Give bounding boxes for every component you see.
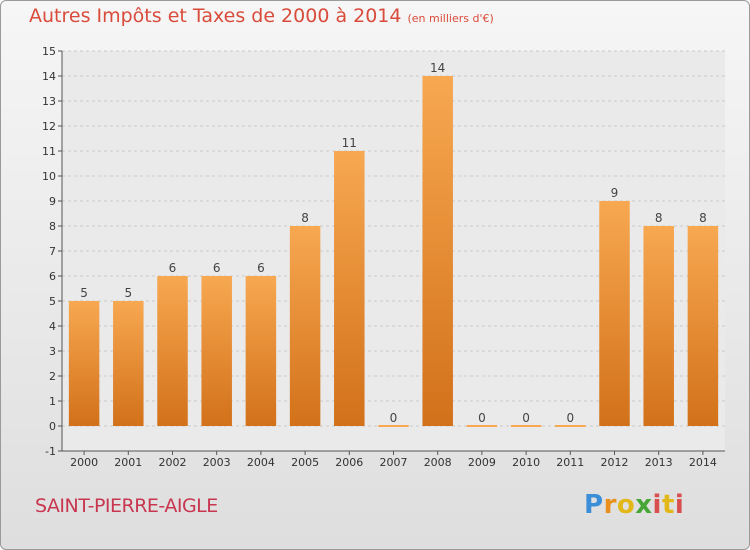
x-tick-label: 2011 [556, 456, 584, 469]
data-label: 8 [301, 211, 309, 225]
chart-title-block: Autres Impôts et Taxes de 2000 à 2014 (en… [29, 5, 494, 27]
bar [157, 276, 188, 426]
proxiti-logo: Proxiti [584, 490, 685, 520]
x-tick-label: 2008 [424, 456, 452, 469]
y-tick-label: 3 [49, 345, 56, 358]
x-tick-label: 2006 [335, 456, 363, 469]
data-label: 8 [699, 211, 707, 225]
y-tick-label: 1 [49, 395, 56, 408]
bar [422, 76, 453, 426]
x-tick-label: 2002 [159, 456, 187, 469]
y-tick-label: 9 [49, 195, 56, 208]
bar [510, 425, 542, 427]
y-tick-label: -1 [45, 445, 56, 458]
data-label: 0 [390, 411, 398, 425]
y-tick-label: 13 [42, 95, 56, 108]
y-tick-label: 5 [49, 295, 56, 308]
y-tick-label: 6 [49, 270, 56, 283]
y-tick-label: 2 [49, 370, 56, 383]
data-label: 9 [611, 186, 619, 200]
bar [599, 201, 630, 426]
x-tick-label: 2007 [380, 456, 408, 469]
data-label: 6 [213, 261, 221, 275]
y-tick-label: 15 [42, 45, 56, 58]
bar [68, 301, 100, 426]
x-tick-label: 2001 [114, 456, 142, 469]
y-tick-label: 10 [42, 170, 56, 183]
bar [378, 425, 409, 427]
bar [466, 425, 498, 427]
data-label: 14 [430, 61, 445, 75]
bar [201, 276, 232, 426]
x-tick-label: 2009 [468, 456, 496, 469]
bar [113, 301, 144, 426]
x-tick-label: 2010 [512, 456, 540, 469]
chart-title: Autres Impôts et Taxes de 2000 à 2014 [29, 5, 402, 27]
y-tick-label: 7 [49, 245, 56, 258]
bar [334, 151, 365, 426]
data-label: 5 [80, 286, 88, 300]
bar [643, 226, 674, 426]
y-tick-label: 0 [49, 420, 56, 433]
y-tick-label: 8 [49, 220, 56, 233]
x-tick-label: 2012 [601, 456, 629, 469]
x-tick-label: 2005 [291, 456, 319, 469]
bar [245, 276, 277, 426]
data-label: 8 [655, 211, 663, 225]
data-label: 0 [478, 411, 486, 425]
data-label: 6 [169, 261, 177, 275]
bar [555, 425, 586, 427]
x-tick-label: 2000 [70, 456, 98, 469]
y-tick-label: 12 [42, 120, 56, 133]
y-tick-label: 4 [49, 320, 56, 333]
y-tick-label: 14 [42, 70, 56, 83]
bar [687, 226, 719, 426]
data-label: 0 [566, 411, 574, 425]
data-label: 5 [124, 286, 132, 300]
data-label: 11 [342, 136, 357, 150]
data-label: 0 [522, 411, 530, 425]
x-tick-label: 2004 [247, 456, 275, 469]
data-label: 6 [257, 261, 265, 275]
x-tick-label: 2003 [203, 456, 231, 469]
x-tick-label: 2014 [689, 456, 717, 469]
bar [289, 226, 321, 426]
y-tick-label: 11 [42, 145, 56, 158]
commune-name: SAINT-PIERRE-AIGLE [35, 495, 218, 517]
chart-unit: (en milliers d'€) [407, 12, 494, 25]
x-tick-label: 2013 [645, 456, 673, 469]
